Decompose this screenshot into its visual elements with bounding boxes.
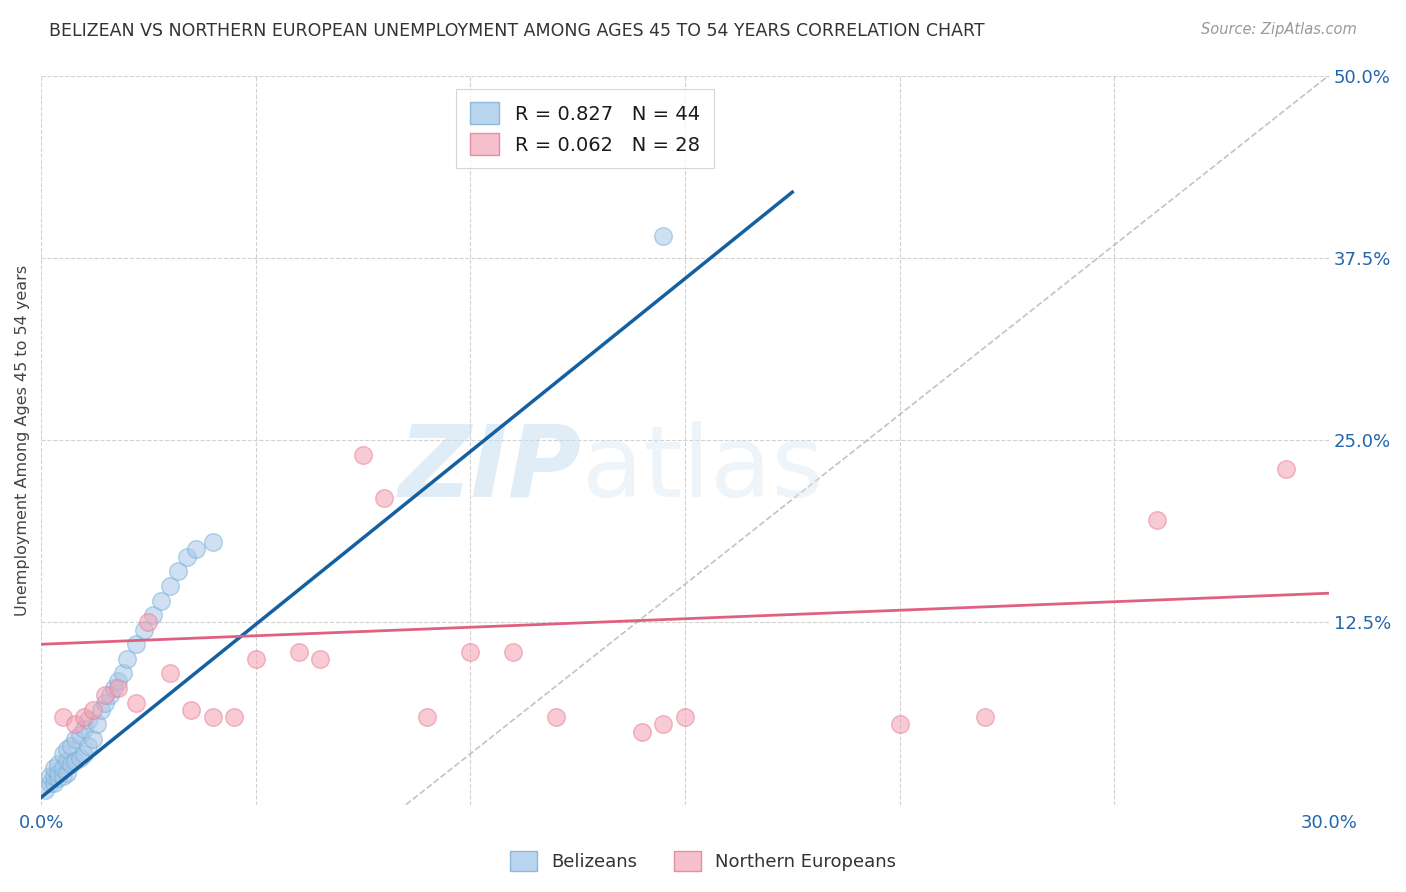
Point bbox=[69, 751, 91, 765]
Point bbox=[889, 717, 911, 731]
Point bbox=[150, 593, 173, 607]
Point bbox=[77, 713, 100, 727]
Point bbox=[60, 756, 83, 771]
Point bbox=[60, 739, 83, 754]
Point bbox=[65, 717, 87, 731]
Point bbox=[224, 710, 246, 724]
Point bbox=[38, 776, 60, 790]
Point bbox=[652, 229, 675, 244]
Point bbox=[201, 710, 224, 724]
Point bbox=[309, 652, 332, 666]
Point bbox=[352, 448, 374, 462]
Y-axis label: Unemployment Among Ages 45 to 54 years: Unemployment Among Ages 45 to 54 years bbox=[15, 265, 30, 615]
Point bbox=[38, 768, 60, 782]
Point bbox=[52, 747, 75, 761]
Point bbox=[373, 491, 395, 506]
Text: BELIZEAN VS NORTHERN EUROPEAN UNEMPLOYMENT AMONG AGES 45 TO 54 YEARS CORRELATION: BELIZEAN VS NORTHERN EUROPEAN UNEMPLOYME… bbox=[49, 22, 984, 40]
Point bbox=[46, 765, 69, 780]
Point bbox=[159, 666, 181, 681]
Point bbox=[82, 732, 104, 747]
Point bbox=[52, 710, 75, 724]
Text: ZIP: ZIP bbox=[399, 421, 582, 517]
Point bbox=[460, 644, 482, 658]
Point bbox=[1146, 513, 1168, 527]
Point bbox=[42, 768, 65, 782]
Point bbox=[652, 717, 675, 731]
Point bbox=[201, 535, 224, 549]
Point bbox=[73, 722, 96, 736]
Point bbox=[94, 696, 117, 710]
Point bbox=[416, 710, 439, 724]
Point bbox=[65, 732, 87, 747]
Point bbox=[98, 688, 121, 702]
Point bbox=[103, 681, 125, 695]
Point bbox=[167, 565, 190, 579]
Point bbox=[52, 761, 75, 775]
Point bbox=[184, 542, 207, 557]
Point bbox=[42, 776, 65, 790]
Point bbox=[287, 644, 309, 658]
Point bbox=[115, 652, 138, 666]
Point bbox=[159, 579, 181, 593]
Point bbox=[673, 710, 696, 724]
Point bbox=[56, 754, 79, 768]
Point bbox=[111, 666, 134, 681]
Point bbox=[107, 673, 129, 688]
Text: Source: ZipAtlas.com: Source: ZipAtlas.com bbox=[1201, 22, 1357, 37]
Point bbox=[73, 710, 96, 724]
Point bbox=[86, 717, 108, 731]
Point bbox=[82, 703, 104, 717]
Point bbox=[65, 754, 87, 768]
Point bbox=[176, 549, 198, 564]
Point bbox=[138, 615, 160, 630]
Point bbox=[94, 688, 117, 702]
Point bbox=[90, 703, 112, 717]
Point bbox=[52, 768, 75, 782]
Point bbox=[180, 703, 202, 717]
Point bbox=[73, 747, 96, 761]
Point bbox=[42, 761, 65, 775]
Point bbox=[34, 783, 56, 797]
Point bbox=[46, 756, 69, 771]
Point bbox=[124, 696, 146, 710]
Point bbox=[56, 765, 79, 780]
Point bbox=[134, 623, 156, 637]
Point bbox=[77, 739, 100, 754]
Point bbox=[974, 710, 997, 724]
Point bbox=[124, 637, 146, 651]
Point bbox=[546, 710, 568, 724]
Legend: R = 0.827   N = 44, R = 0.062   N = 28: R = 0.827 N = 44, R = 0.062 N = 28 bbox=[457, 89, 713, 169]
Point bbox=[107, 681, 129, 695]
Point bbox=[46, 772, 69, 786]
Point bbox=[1275, 462, 1298, 476]
Text: atlas: atlas bbox=[582, 421, 824, 517]
Point bbox=[631, 724, 654, 739]
Point bbox=[245, 652, 267, 666]
Point bbox=[69, 728, 91, 742]
Legend: Belizeans, Northern Europeans: Belizeans, Northern Europeans bbox=[503, 844, 903, 879]
Point bbox=[56, 742, 79, 756]
Point bbox=[142, 608, 165, 623]
Point bbox=[502, 644, 524, 658]
